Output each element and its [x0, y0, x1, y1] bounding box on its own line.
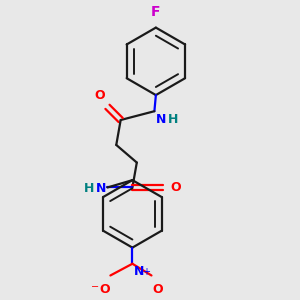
Text: O: O	[170, 181, 181, 194]
Text: F: F	[151, 5, 160, 19]
Text: O: O	[99, 283, 110, 296]
Text: +: +	[142, 267, 150, 277]
Text: N: N	[156, 113, 166, 126]
Text: N: N	[134, 265, 144, 278]
Text: O: O	[153, 283, 163, 296]
Text: H: H	[84, 182, 94, 195]
Text: O: O	[95, 88, 105, 101]
Text: N: N	[96, 182, 106, 195]
Text: H: H	[168, 113, 178, 126]
Text: −: −	[91, 282, 99, 292]
